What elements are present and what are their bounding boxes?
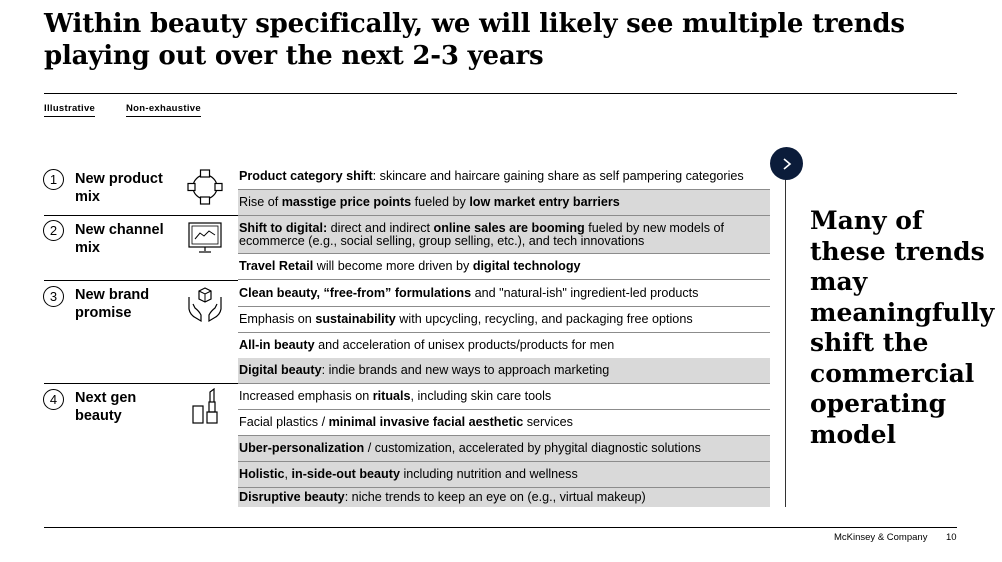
trend-text-regular: direct and indirect (327, 220, 434, 235)
trend-text: Disruptive beauty: niche trends to keep … (239, 491, 646, 504)
trend-text-bold: rituals (372, 389, 411, 403)
category-number: 2 (43, 220, 64, 241)
next-button[interactable] (770, 147, 803, 180)
category-divider (44, 383, 238, 384)
trend-text-regular: Emphasis on (239, 312, 316, 326)
trend-text: Product category shift: skincare and hai… (239, 170, 744, 183)
trend-text: Digital beauty: indie brands and new way… (239, 364, 609, 377)
trend-text: Clean beauty, “free-from” formulations a… (239, 287, 698, 300)
trend-text-regular: Increased emphasis on (239, 389, 373, 403)
trend-text: Emphasis on sustainability with upcyclin… (239, 313, 693, 326)
trend-row: Travel Retail will become more driven by… (238, 254, 770, 280)
trend-text-regular: services (523, 415, 573, 429)
trend-row: Holistic, in-side-out beauty including n… (238, 462, 770, 488)
trend-text: Rise of masstige price points fueled by … (239, 196, 620, 209)
trend-text: Travel Retail will become more driven by… (239, 260, 581, 273)
trend-text-regular: and acceleration of unisex products/prod… (314, 338, 615, 352)
timeline-line (785, 178, 786, 507)
footer-company: McKinsey & Company (834, 532, 928, 543)
trend-text-regular: will become more driven by (313, 259, 473, 273)
page-number: 10 (946, 532, 957, 543)
trend-text: Increased emphasis on rituals, including… (239, 390, 551, 403)
trend-text-bold: All-in beauty (239, 338, 315, 352)
trend-text: Uber-personalization / customization, ac… (239, 442, 701, 455)
trend-text-bold: Digital beauty (239, 363, 322, 377)
trend-text-regular: , (284, 467, 292, 481)
trend-text-regular: fueled by new models of ecommerce (e.g.,… (239, 220, 728, 248)
category-label: Next gen beauty (75, 390, 137, 424)
trend-text-regular: fueled by (411, 195, 470, 209)
trend-text-bold: low market entry barriers (469, 195, 620, 209)
trend-text-regular: Facial plastics / (239, 415, 329, 429)
trend-text-bold: minimal invasive facial aesthetic (328, 415, 524, 429)
trend-row: Digital beauty: indie brands and new way… (238, 358, 770, 384)
trend-row: Rise of masstige price points fueled by … (238, 190, 770, 216)
trend-text-regular: and "natural-ish" ingredient-led product… (471, 286, 699, 300)
trend-text-bold: Disruptive beauty (239, 490, 345, 504)
chevron-right-icon (782, 157, 791, 170)
trend-row: Clean beauty, “free-from” formulations a… (238, 281, 770, 307)
trend-text-regular: / customization, accelerated by phygital… (364, 441, 701, 455)
trend-text-regular: including nutrition and wellness (399, 467, 578, 481)
trend-text: All-in beauty and acceleration of unisex… (239, 339, 614, 352)
trend-text-bold: Clean beauty, “free-from” formulations (239, 286, 472, 300)
footer-divider (44, 527, 957, 528)
trend-row: Shift to digital: direct and indirect on… (238, 216, 770, 254)
trend-row: Increased emphasis on rituals, including… (238, 384, 770, 410)
trend-text-bold: in-side-out beauty (291, 467, 400, 481)
category-divider (44, 280, 238, 281)
title-divider (44, 93, 957, 94)
trend-text-bold: Product category shift (239, 169, 373, 183)
trend-text-bold: Shift to digital: (239, 220, 328, 235)
trend-text-regular: Rise of (239, 195, 282, 209)
page-title: Within beauty specifically, we will like… (44, 9, 905, 71)
trend-text: Facial plastics / minimal invasive facia… (239, 416, 573, 429)
monitor-chart-icon (188, 222, 222, 253)
trend-row: Uber-personalization / customization, ac… (238, 436, 770, 462)
product-mix-icon (187, 169, 223, 205)
trend-text-bold: Travel Retail (239, 259, 314, 273)
trend-text-bold: Holistic (239, 467, 285, 481)
category-number: 1 (43, 169, 64, 190)
category-label: New channel mix (75, 222, 164, 256)
trend-text: Shift to digital: direct and indirect on… (239, 220, 770, 248)
trend-text-bold: online sales are booming (433, 220, 585, 235)
trend-row: Facial plastics / minimal invasive facia… (238, 410, 770, 436)
category-number: 3 (43, 286, 64, 307)
trend-row: Product category shift: skincare and hai… (238, 164, 770, 190)
trend-text-bold: Uber-personalization (239, 441, 365, 455)
category-label: New brand promise (75, 287, 150, 321)
trend-text: Holistic, in-side-out beauty including n… (239, 468, 578, 481)
trend-row: Emphasis on sustainability with upcyclin… (238, 307, 770, 333)
lipstick-icon (192, 388, 218, 424)
trend-row: All-in beauty and acceleration of unisex… (238, 333, 770, 359)
trend-text-regular: : indie brands and new ways to approach … (321, 363, 610, 377)
non-exhaustive-tag: Non-exhaustive (126, 103, 201, 117)
illustrative-tag: Illustrative (44, 103, 96, 117)
hands-box-icon (188, 287, 222, 323)
key-takeaway: Many of these trends may meaningfully sh… (810, 206, 995, 449)
trend-text-regular: : niche trends to keep an eye on (e.g., … (344, 490, 646, 504)
trend-text-bold: masstige price points (281, 195, 412, 209)
trend-text-bold: digital technology (472, 259, 581, 273)
trend-text-bold: sustainability (315, 312, 396, 326)
trend-text-regular: : skincare and haircare gaining share as… (372, 169, 744, 183)
category-label: New product mix (75, 171, 163, 205)
category-number: 4 (43, 389, 64, 410)
trend-row: Disruptive beauty: niche trends to keep … (238, 488, 770, 507)
category-divider (44, 215, 238, 216)
trend-text-regular: , including skin care tools (410, 389, 552, 403)
trend-text-regular: with upcycling, recycling, and packaging… (395, 312, 693, 326)
